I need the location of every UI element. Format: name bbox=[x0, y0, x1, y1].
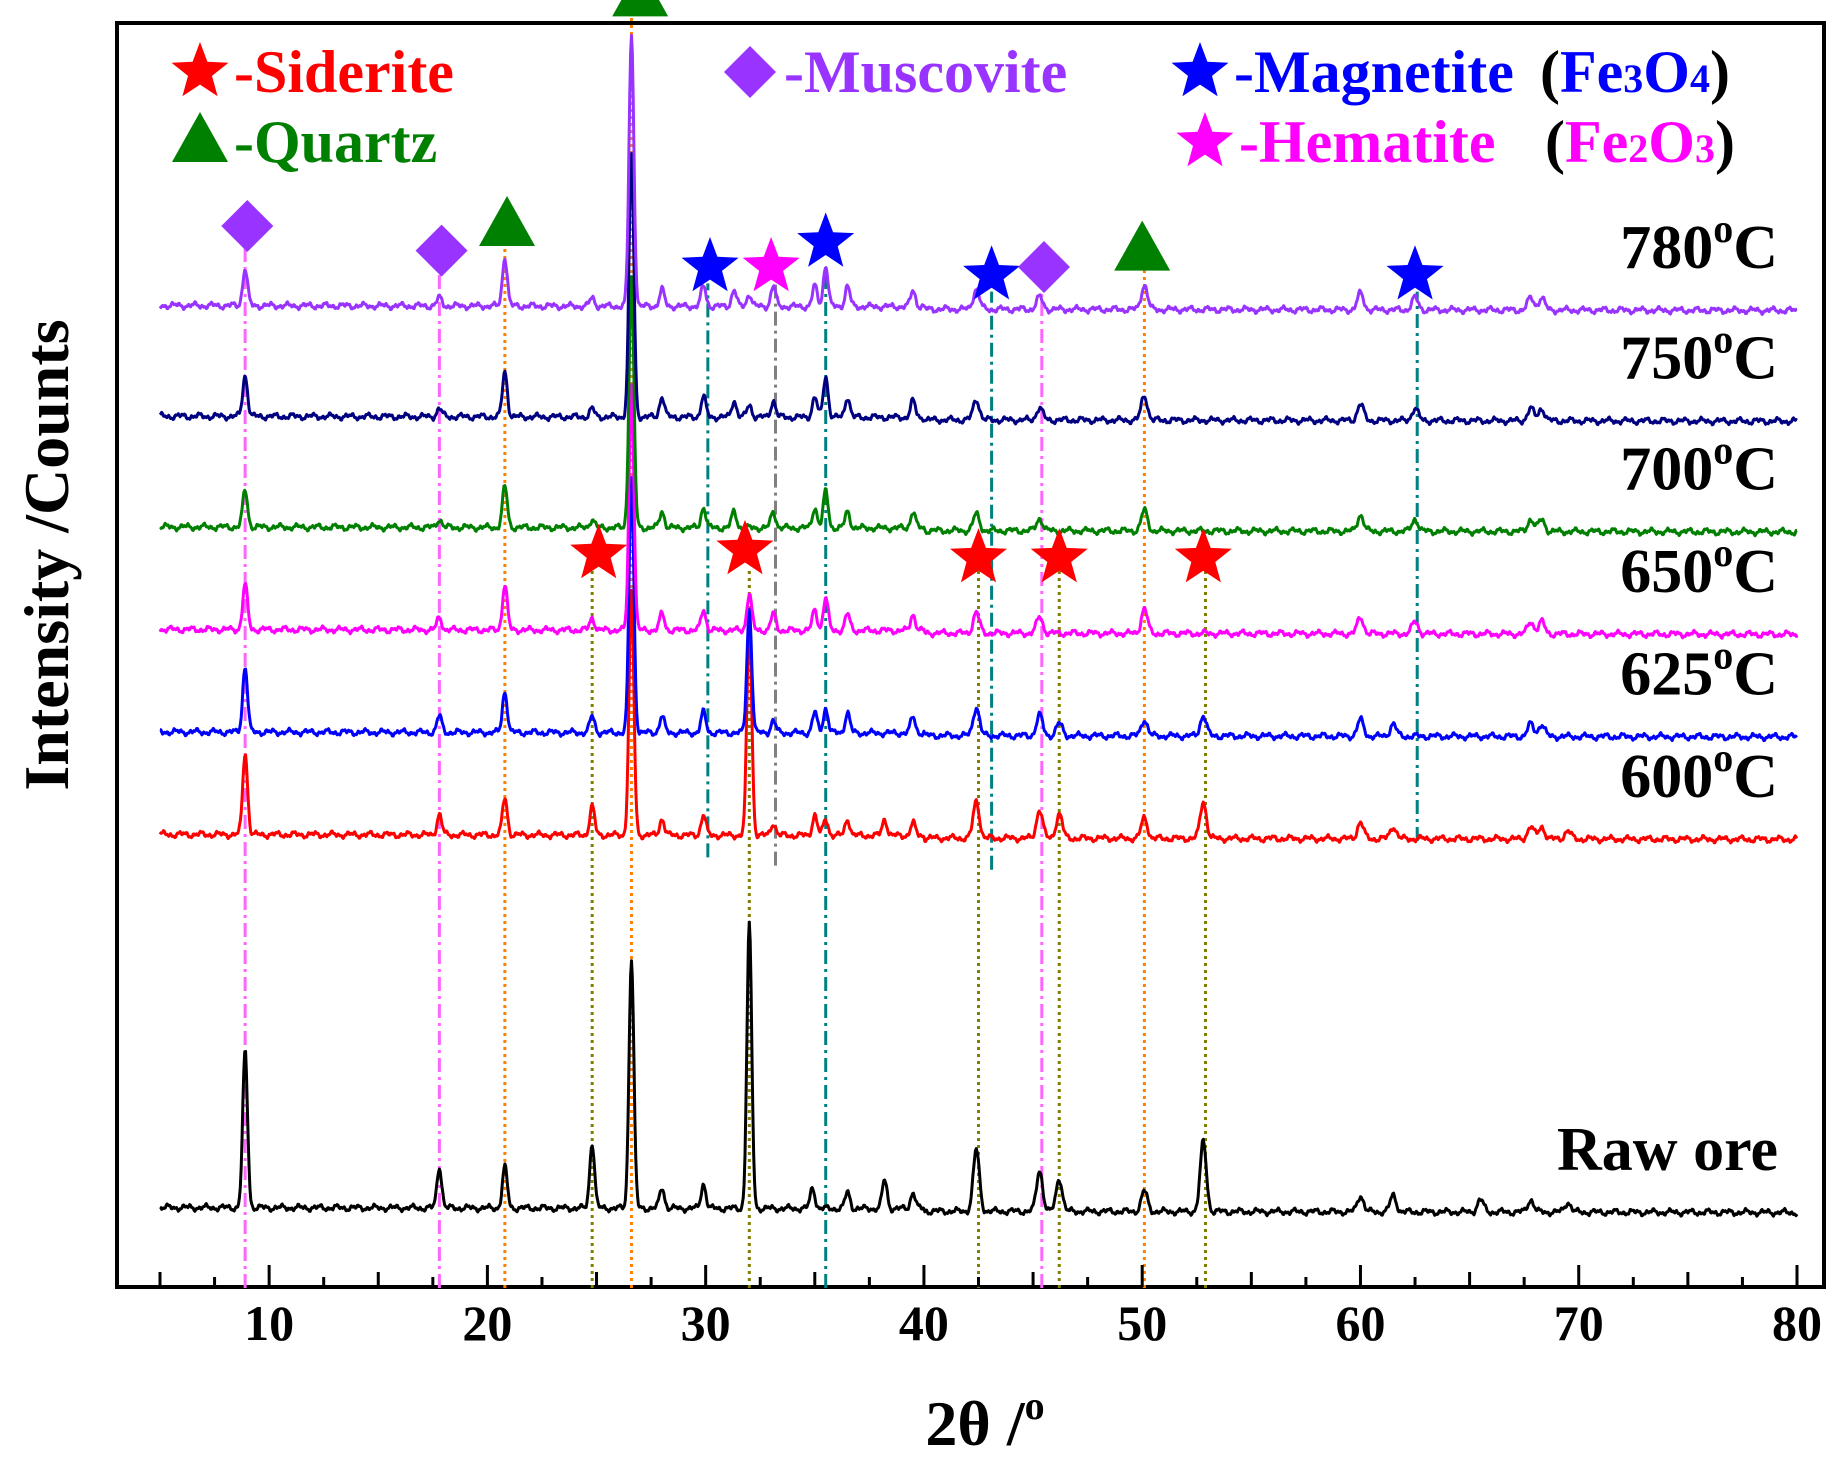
phase-markers bbox=[221, 0, 1444, 583]
formula-char: O bbox=[1643, 39, 1690, 105]
trace-label-600oc: 600oC bbox=[1620, 735, 1778, 811]
marker-siderite-star-icon-12 bbox=[716, 519, 774, 575]
formula-char: 3 bbox=[1695, 126, 1715, 171]
x-tick-label-60: 60 bbox=[1335, 1295, 1385, 1351]
trace-label-degree: o bbox=[1713, 427, 1733, 472]
marker-siderite-star-icon-11 bbox=[570, 524, 628, 579]
legend-siderite-star-icon bbox=[171, 42, 229, 97]
formula-open-paren: ( bbox=[1545, 109, 1565, 175]
marker-quartz-triangle-icon-2 bbox=[479, 196, 536, 246]
marker-siderite-star-icon-13 bbox=[950, 528, 1007, 583]
trace-label-value: 700 bbox=[1620, 435, 1713, 503]
marker-muscovite-diamond-icon-1 bbox=[415, 224, 468, 277]
plot-frame bbox=[115, 21, 1826, 1289]
marker-siderite-star-icon-15 bbox=[1174, 528, 1232, 583]
x-axis-title: 2θ /o bbox=[925, 1383, 1044, 1459]
legend-label-muscovite: -Muscovite bbox=[784, 39, 1067, 105]
marker-quartz-triangle-icon-9 bbox=[1114, 220, 1171, 271]
trace-label-unit: C bbox=[1733, 435, 1778, 503]
diffraction-traces bbox=[158, 33, 1799, 1218]
legend: -Siderite -Muscovite -Magnetite (Fe3O4)-Qua… bbox=[171, 39, 1735, 175]
formula-char: e bbox=[1602, 109, 1629, 175]
legend-magnetite-star-icon bbox=[1171, 42, 1229, 97]
x-tick-label-70: 70 bbox=[1554, 1295, 1604, 1351]
formula-char: F bbox=[1560, 39, 1597, 105]
marker-magnetite-star-icon-10 bbox=[1386, 245, 1444, 300]
trace-label-degree: o bbox=[1713, 530, 1733, 575]
x-axis: 10 20 30 40 50 60 70 80 bbox=[158, 1265, 1822, 1351]
trace-label-650oc: 650oC bbox=[1620, 530, 1778, 606]
trace-label-unit: C bbox=[1733, 538, 1778, 606]
legend-hematite-star-icon bbox=[1176, 112, 1234, 167]
formula-close-paren: ) bbox=[1715, 109, 1735, 175]
trace-label-unit: C bbox=[1733, 640, 1778, 708]
formula-char: 4 bbox=[1690, 56, 1710, 101]
x-axis-title-text: 2θ / bbox=[925, 1388, 1025, 1459]
x-axis-title-superscript: o bbox=[1025, 1383, 1045, 1428]
legend-muscovite-diamond-icon bbox=[724, 46, 776, 98]
trace-raw-ore bbox=[159, 920, 1799, 1218]
legend-label-hematite: -Hematite bbox=[1239, 109, 1496, 175]
marker-magnetite-star-icon-6 bbox=[797, 212, 855, 267]
x-tick-label-80: 80 bbox=[1772, 1295, 1822, 1351]
x-tick-label-10: 10 bbox=[244, 1295, 294, 1351]
trace-label-700oc: 700oC bbox=[1620, 427, 1778, 503]
formula-open-paren: ( bbox=[1540, 39, 1560, 105]
formula-close-paren: ) bbox=[1710, 39, 1730, 105]
legend-formula-hematite: (Fe2O3) bbox=[1545, 109, 1735, 175]
formula-char: 3 bbox=[1623, 56, 1643, 101]
x-tick-label-50: 50 bbox=[1117, 1295, 1167, 1351]
y-axis-title: Intensity /Counts bbox=[11, 319, 82, 790]
marker-hematite-star-icon-5 bbox=[742, 237, 800, 292]
marker-muscovite-diamond-icon-0 bbox=[221, 200, 274, 252]
legend-quartz-triangle-icon bbox=[172, 112, 228, 162]
trace-label-value: Raw ore bbox=[1557, 1116, 1778, 1184]
legend-label-quartz: -Quartz bbox=[234, 109, 437, 175]
trace-label-value: 780 bbox=[1620, 214, 1713, 282]
x-tick-label-20: 20 bbox=[462, 1295, 512, 1351]
x-tick-label-40: 40 bbox=[899, 1295, 949, 1351]
formula-char: e bbox=[1597, 39, 1624, 105]
trace-label-degree: o bbox=[1713, 632, 1733, 677]
trace-600oc bbox=[158, 588, 1799, 845]
formula-char: 2 bbox=[1628, 126, 1648, 171]
formula-char: F bbox=[1565, 109, 1602, 175]
trace-label-degree: o bbox=[1713, 206, 1733, 251]
trace-label-degree: o bbox=[1713, 317, 1733, 362]
trace-label-625oc: 625oC bbox=[1620, 632, 1778, 708]
x-tick-label-30: 30 bbox=[681, 1295, 731, 1351]
marker-muscovite-diamond-icon-8 bbox=[1017, 241, 1070, 293]
marker-siderite-star-icon-14 bbox=[1030, 528, 1088, 583]
trace-label-degree: o bbox=[1713, 735, 1733, 780]
trace-label-unit: C bbox=[1733, 325, 1778, 393]
legend-label-siderite: -Siderite bbox=[234, 39, 454, 105]
marker-magnetite-star-icon-4 bbox=[681, 237, 739, 292]
legend-formula-magnetite: (Fe3O4) bbox=[1540, 39, 1730, 105]
trace-label-unit: C bbox=[1733, 743, 1778, 811]
trace-label-780oc: 780oC bbox=[1620, 206, 1778, 282]
marker-quartz-triangle-icon-3 bbox=[612, 0, 669, 17]
trace-625oc bbox=[159, 476, 1798, 743]
legend-label-magnetite: -Magnetite bbox=[1234, 39, 1514, 105]
trace-650oc bbox=[158, 383, 1799, 640]
trace-label-unit: C bbox=[1733, 214, 1778, 282]
trace-label-750oc: 750oC bbox=[1620, 317, 1778, 393]
trace-label-value: 750 bbox=[1620, 325, 1713, 393]
trace-label-value: 600 bbox=[1620, 743, 1713, 811]
trace-label-value: 650 bbox=[1620, 538, 1713, 606]
trace-label-value: 625 bbox=[1620, 640, 1713, 708]
trace-700oc bbox=[159, 275, 1798, 538]
marker-magnetite-star-icon-7 bbox=[963, 245, 1021, 300]
formula-char: O bbox=[1648, 109, 1695, 175]
trace-label-raw-ore: Raw ore bbox=[1557, 1116, 1778, 1184]
reference-lines bbox=[243, 12, 1419, 1288]
trace-750oc bbox=[158, 152, 1798, 427]
